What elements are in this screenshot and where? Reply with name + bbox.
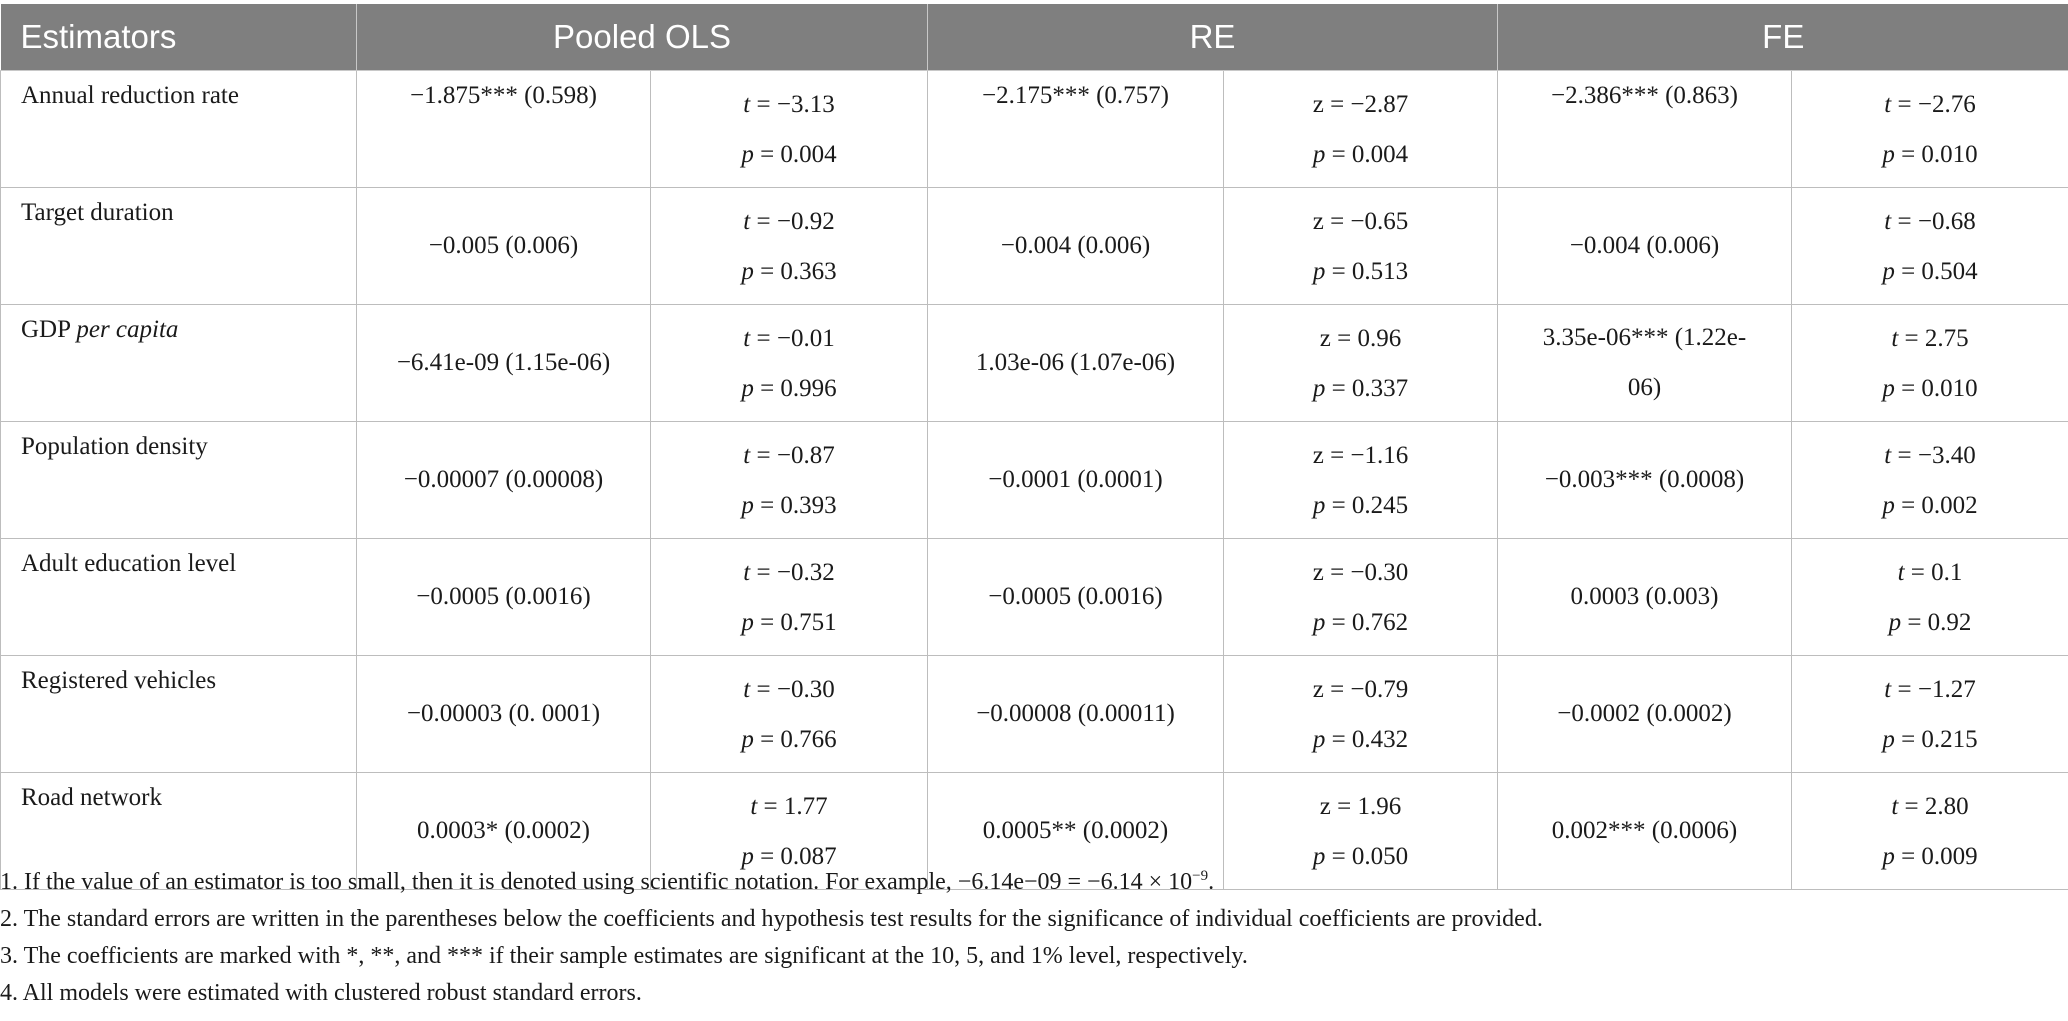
fe-test-stat: t = −1.27 p = 0.215 — [1790, 655, 2068, 773]
re-test-stat: z = −2.87 p = 0.004 — [1223, 70, 1498, 188]
footnote-3: 3. The coefficients are marked with *, *… — [0, 943, 1248, 969]
footnote-1: 1. If the value of an estimator is too s… — [0, 868, 1215, 896]
table-row: Registered vehicles −0.00003 (0. 0001) t… — [0, 655, 2068, 773]
table-row: Target duration −0.005 (0.006) t = −0.92… — [0, 187, 2068, 305]
row-label: Annual reduction rate — [0, 70, 357, 188]
fe-coefficient: −0.0002 (0.0002) — [1497, 655, 1792, 773]
re-coefficient: −0.00008 (0.00011) — [927, 655, 1224, 773]
fe-test-stat: t = −3.40 p = 0.002 — [1790, 421, 2068, 539]
row-label: Road network — [0, 772, 357, 890]
table-row: Road network 0.0003* (0.0002) t = 1.77 p… — [0, 772, 2068, 890]
header-re: RE — [927, 4, 1498, 71]
re-coefficient: 0.0005** (0.0002) — [927, 772, 1224, 890]
re-coefficient: −0.0001 (0.0001) — [927, 421, 1224, 539]
ols-test-stat: t = −3.13 p = 0.004 — [650, 70, 928, 188]
fe-test-stat: t = −0.68 p = 0.504 — [1790, 187, 2068, 305]
footnote-4: 4. All models were estimated with cluste… — [0, 980, 642, 1006]
ols-test-stat: t = −0.32 p = 0.751 — [650, 538, 928, 656]
re-coefficient: −0.0005 (0.0016) — [927, 538, 1224, 656]
re-coefficient: −0.004 (0.006) — [927, 187, 1224, 305]
ols-coefficient: −1.875*** (0.598) — [356, 70, 651, 188]
re-test-stat: z = −0.65 p = 0.513 — [1223, 187, 1498, 305]
fe-coefficient: −2.386*** (0.863) — [1497, 70, 1792, 188]
ols-test-stat: t = −0.87 p = 0.393 — [650, 421, 928, 539]
ols-test-stat: t = 1.77 p = 0.087 — [650, 772, 928, 890]
ols-coefficient: −6.41e-09 (1.15e-06) — [356, 304, 651, 422]
ols-coefficient: 0.0003* (0.0002) — [356, 772, 651, 890]
fe-test-stat: t = 2.80 p = 0.009 — [1790, 772, 2068, 890]
ols-test-stat: t = −0.92 p = 0.363 — [650, 187, 928, 305]
fe-test-stat: t = 2.75 p = 0.010 — [1790, 304, 2068, 422]
ols-coefficient: −0.00003 (0. 0001) — [356, 655, 651, 773]
table-footnotes: 1. If the value of an estimator is too s… — [0, 864, 2068, 1012]
regression-table: Estimators Pooled OLS RE FE Annual reduc… — [0, 4, 2068, 890]
fe-test-stat: t = 0.1 p = 0.92 — [1790, 538, 2068, 656]
row-label: Registered vehicles — [0, 655, 357, 773]
header-pooled-ols: Pooled OLS — [356, 4, 928, 71]
fe-coefficient: 3.35e-06*** (1.22e- 06) — [1497, 304, 1792, 422]
ols-coefficient: −0.005 (0.006) — [356, 187, 651, 305]
header-estimators: Estimators — [0, 4, 357, 71]
ols-test-stat: t = −0.30 p = 0.766 — [650, 655, 928, 773]
row-label: GDP per capita — [0, 304, 357, 422]
re-test-stat: z = −1.16 p = 0.245 — [1223, 421, 1498, 539]
re-coefficient: 1.03e-06 (1.07e-06) — [927, 304, 1224, 422]
re-test-stat: z = 0.96 p = 0.337 — [1223, 304, 1498, 422]
row-label: Target duration — [0, 187, 357, 305]
re-test-stat: z = −0.79 p = 0.432 — [1223, 655, 1498, 773]
fe-test-stat: t = −2.76 p = 0.010 — [1790, 70, 2068, 188]
footnote-2: 2. The standard errors are written in th… — [0, 906, 1543, 932]
re-test-stat: z = 1.96 p = 0.050 — [1223, 772, 1498, 890]
re-coefficient: −2.175*** (0.757) — [927, 70, 1224, 188]
header-fe: FE — [1497, 4, 2068, 71]
re-test-stat: z = −0.30 p = 0.762 — [1223, 538, 1498, 656]
row-label: Adult education level — [0, 538, 357, 656]
table-header: Estimators Pooled OLS RE FE — [0, 4, 2068, 71]
row-label: Population density — [0, 421, 357, 539]
ols-test-stat: t = −0.01 p = 0.996 — [650, 304, 928, 422]
fe-coefficient: 0.0003 (0.003) — [1497, 538, 1792, 656]
table-row: GDP per capita −6.41e-09 (1.15e-06) t = … — [0, 304, 2068, 422]
fe-coefficient: −0.003*** (0.0008) — [1497, 421, 1792, 539]
table-row: Population density −0.00007 (0.00008) t … — [0, 421, 2068, 539]
ols-coefficient: −0.0005 (0.0016) — [356, 538, 651, 656]
table-row: Annual reduction rate −1.875*** (0.598) … — [0, 70, 2068, 188]
table-row: Adult education level −0.0005 (0.0016) t… — [0, 538, 2068, 656]
ols-coefficient: −0.00007 (0.00008) — [356, 421, 651, 539]
fe-coefficient: 0.002*** (0.0006) — [1497, 772, 1792, 890]
fe-coefficient: −0.004 (0.006) — [1497, 187, 1792, 305]
